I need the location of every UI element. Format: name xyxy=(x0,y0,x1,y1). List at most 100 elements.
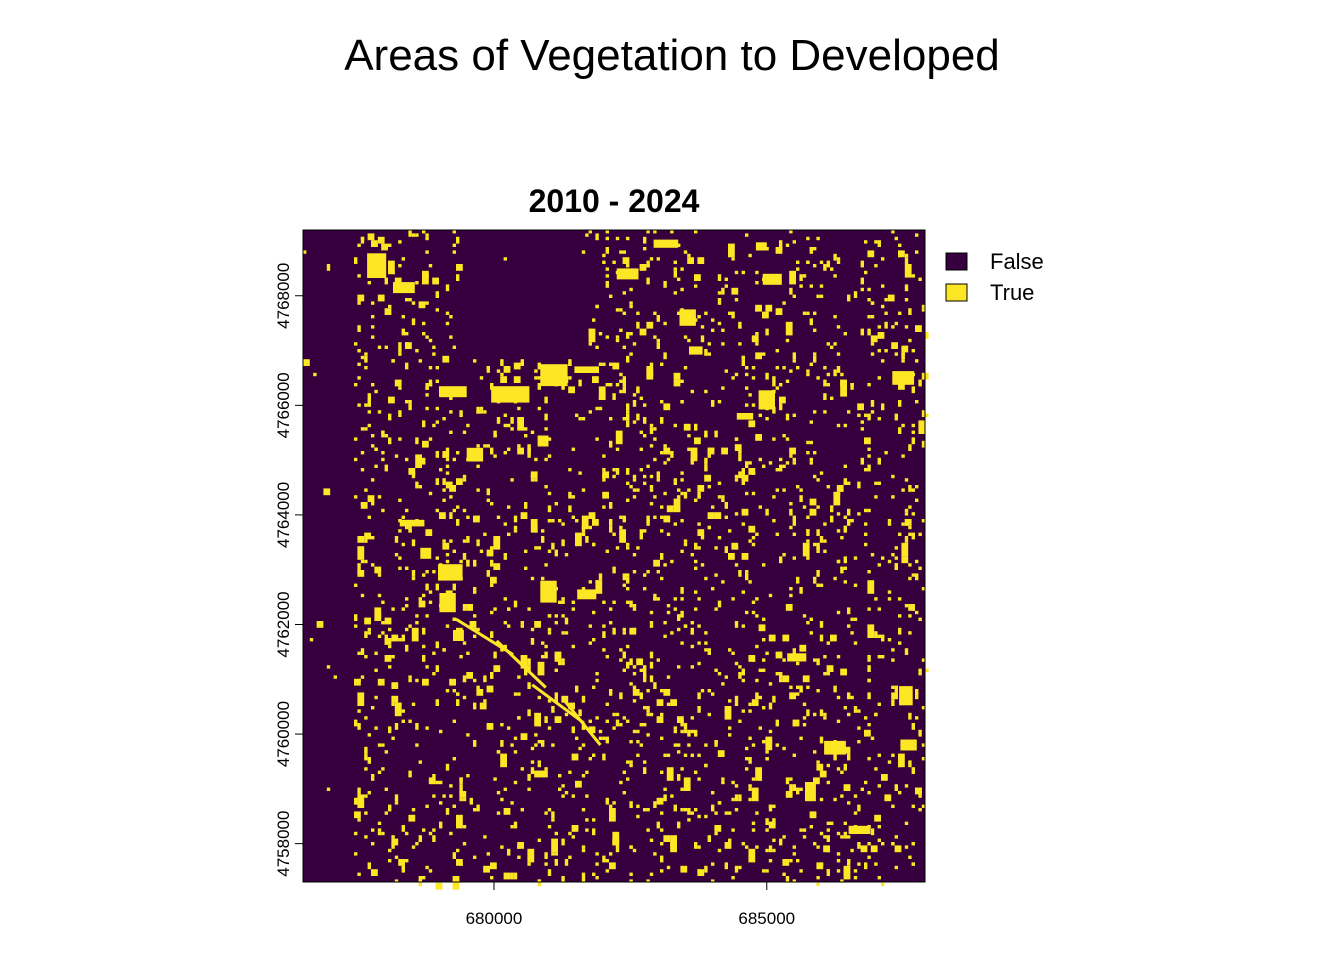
developed-pixel xyxy=(398,410,402,417)
developed-pixel xyxy=(524,502,528,509)
developed-pixel xyxy=(843,332,847,336)
developed-pixel xyxy=(731,311,735,319)
developed-pixel xyxy=(887,597,892,601)
developed-pixel xyxy=(772,818,776,825)
developed-pixel xyxy=(568,770,572,774)
developed-pixel xyxy=(670,699,677,706)
developed-pixel xyxy=(381,743,385,747)
developed-pixel xyxy=(677,821,681,829)
developed-pixel xyxy=(850,383,854,390)
developed-pixel xyxy=(884,794,892,802)
developed-pixel xyxy=(755,644,759,649)
developed-pixel xyxy=(809,811,817,819)
developed-pixel xyxy=(782,658,786,662)
developed-pixel xyxy=(384,750,388,754)
developed-pixel xyxy=(741,842,745,846)
developed-pixel xyxy=(850,617,854,621)
developed-pixel xyxy=(704,743,708,747)
developed-pixel xyxy=(819,770,827,778)
developed-pixel xyxy=(792,556,796,560)
developed-pixel xyxy=(826,383,830,387)
developed-pixel xyxy=(843,821,847,825)
developed-pixel xyxy=(813,451,817,455)
developed-pixel xyxy=(411,845,416,849)
developed-pixel xyxy=(741,624,745,628)
developed-pixel xyxy=(915,498,919,502)
developed-pixel xyxy=(826,869,830,873)
developed-pixel xyxy=(592,753,596,757)
developed-pixel xyxy=(500,740,504,747)
developed-pixel xyxy=(598,729,603,734)
developed-pixel xyxy=(391,838,399,846)
developed-pixel xyxy=(898,311,902,315)
developed-pixel xyxy=(571,835,575,839)
developed-pixel xyxy=(473,515,480,523)
developed-pixel xyxy=(364,835,368,839)
developed-pixel xyxy=(646,515,650,523)
developed-pixel xyxy=(367,495,375,502)
developed-pixel xyxy=(357,791,361,795)
developed-pixel xyxy=(792,519,796,526)
developed-pixel xyxy=(558,774,562,778)
developed-pixel xyxy=(697,814,701,819)
developed-pixel xyxy=(768,859,773,863)
developed-pixel xyxy=(704,814,708,819)
developed-pixel xyxy=(809,362,813,366)
developed-pixel xyxy=(898,427,902,434)
developed-pixel xyxy=(544,655,548,659)
developed-pixel xyxy=(816,760,820,764)
developed-pixel xyxy=(663,321,667,326)
developed-pixel xyxy=(588,624,592,628)
developed-pixel xyxy=(357,723,361,730)
developed-pixel xyxy=(405,859,409,863)
developed-pixel xyxy=(643,665,647,672)
developed-pixel xyxy=(690,753,694,757)
developed-pixel xyxy=(602,736,606,740)
developed-pixel xyxy=(683,491,688,499)
developed-pixel xyxy=(779,838,783,846)
developed-pixel xyxy=(782,553,786,557)
developed-pixel xyxy=(534,621,541,628)
developed-pixel xyxy=(823,393,827,400)
developed-pixel xyxy=(836,423,841,428)
developed-pixel xyxy=(432,277,439,285)
developed-pixel xyxy=(694,542,698,550)
developed-pixel xyxy=(415,481,419,489)
developed-pixel xyxy=(473,706,477,710)
developed-pixel xyxy=(544,644,548,649)
developed-pixel xyxy=(476,627,480,632)
developed-pixel xyxy=(765,651,769,655)
developed-pixel xyxy=(864,862,868,870)
developed-pixel xyxy=(755,692,759,700)
developed-pixel xyxy=(585,770,589,774)
developed-patch xyxy=(755,242,767,251)
developed-pixel xyxy=(656,597,660,601)
developed-pixel xyxy=(728,648,732,652)
developed-pixel xyxy=(357,787,361,791)
developed-pixel xyxy=(388,413,392,421)
developed-pixel xyxy=(646,464,650,468)
developed-pixel xyxy=(571,644,575,649)
developed-pixel xyxy=(425,233,429,237)
developed-pixel xyxy=(493,563,501,570)
developed-pixel xyxy=(867,315,871,319)
developed-pixel xyxy=(435,641,439,649)
developed-pixel xyxy=(833,576,837,581)
developed-pixel xyxy=(694,284,698,288)
developed-pixel xyxy=(792,852,796,856)
developed-pixel xyxy=(860,787,864,791)
developed-pixel xyxy=(520,655,528,669)
developed-pixel xyxy=(867,757,871,761)
developed-pixel xyxy=(428,869,433,873)
developed-pixel xyxy=(649,712,654,717)
developed-pixel xyxy=(371,842,375,846)
developed-pixel xyxy=(439,563,443,567)
developed-pixel xyxy=(524,549,528,553)
developed-pixel xyxy=(660,505,664,509)
developed-pixel xyxy=(694,318,698,322)
developed-pixel xyxy=(911,386,915,394)
developed-pixel xyxy=(592,828,596,836)
developed-pixel xyxy=(894,566,898,570)
developed-pixel xyxy=(377,236,385,244)
developed-pixel xyxy=(510,872,514,880)
